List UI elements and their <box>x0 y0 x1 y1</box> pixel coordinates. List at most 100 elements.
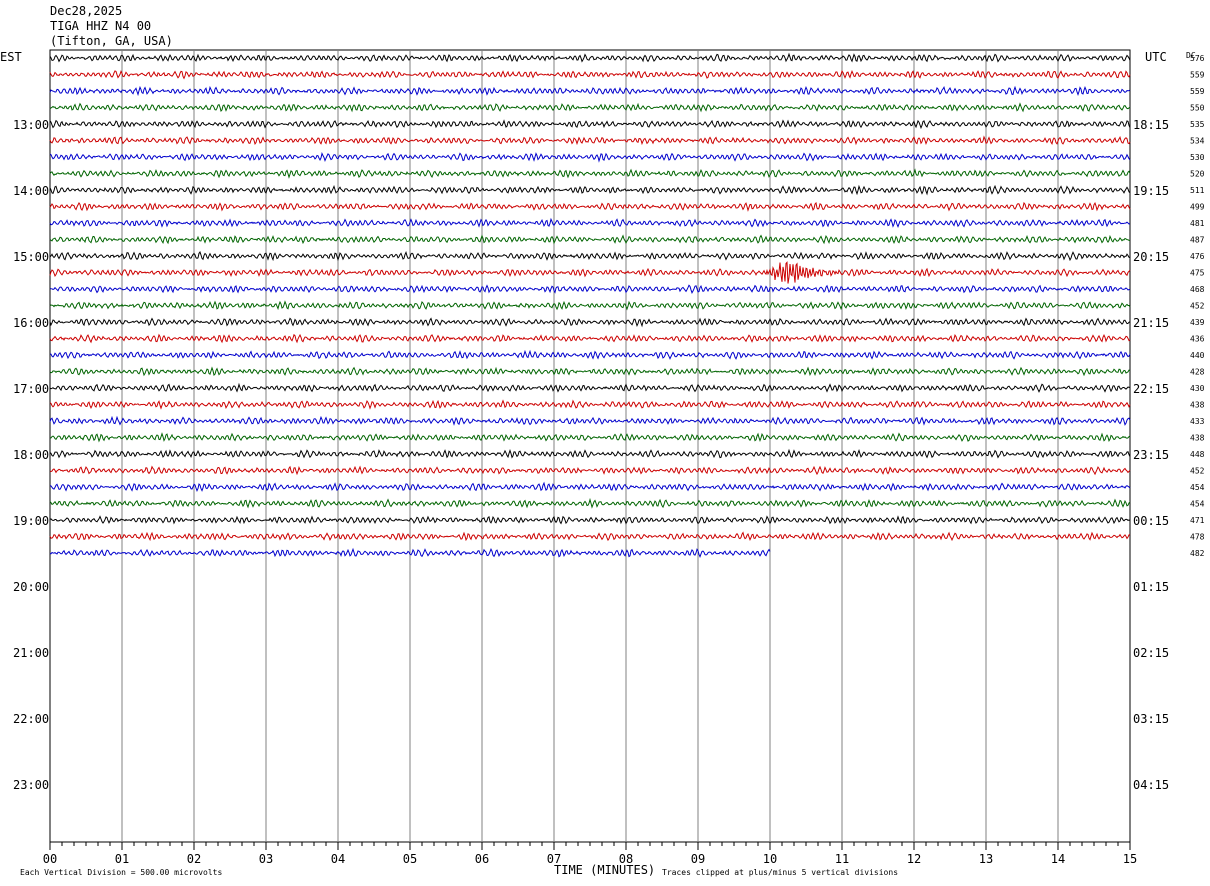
seismic-trace <box>49 151 1131 163</box>
right-hour-label: 21:15 <box>1133 316 1169 330</box>
header-date: Dec28,2025 <box>50 4 123 18</box>
x-tick-label: 10 <box>763 852 777 866</box>
header-location: (Tifton, GA, USA) <box>50 34 173 48</box>
dc-offset-label: 482 <box>1190 549 1205 558</box>
x-tick-label: 08 <box>619 852 633 866</box>
dc-offset-label: 481 <box>1190 219 1205 228</box>
seismic-trace <box>49 217 1131 228</box>
dc-offset-label: 433 <box>1190 417 1205 426</box>
left-hour-label: 22:00 <box>13 712 49 726</box>
left-hour-label: 15:00 <box>13 250 49 264</box>
seismic-trace <box>49 284 1131 295</box>
x-tick-label: 03 <box>259 852 273 866</box>
dc-offset-label: 478 <box>1190 533 1205 542</box>
dc-offset-label: 440 <box>1190 351 1205 360</box>
dc-offset-label: 468 <box>1190 285 1205 294</box>
seismic-trace <box>49 448 1131 459</box>
seismic-trace <box>49 250 1131 262</box>
dc-offset-label: 520 <box>1190 170 1205 179</box>
x-tick-label: 06 <box>475 852 489 866</box>
dc-offset-label: 430 <box>1190 384 1205 393</box>
dc-offset-label: 471 <box>1190 516 1205 525</box>
dc-offset-label: 499 <box>1190 203 1205 212</box>
left-hour-label: 17:00 <box>13 382 49 396</box>
dc-offset-label: 576 <box>1190 54 1205 63</box>
x-tick-label: 02 <box>187 852 201 866</box>
seismic-trace <box>49 382 1131 393</box>
seismic-trace <box>49 547 771 559</box>
x-tick-label: 11 <box>835 852 849 866</box>
x-tick-label: 01 <box>115 852 129 866</box>
left-hour-label: 16:00 <box>13 316 49 330</box>
dc-offset-label: 550 <box>1190 104 1205 113</box>
right-hour-label: 22:15 <box>1133 382 1169 396</box>
dc-offset-label: 534 <box>1190 137 1205 146</box>
dc-offset-label: 452 <box>1190 467 1205 476</box>
left-hour-label: 21:00 <box>13 646 49 660</box>
left-hour-label: 13:00 <box>13 118 49 132</box>
x-axis-label: TIME (MINUTES) <box>554 863 655 877</box>
dc-offset-label: 475 <box>1190 269 1205 278</box>
x-tick-label: 14 <box>1051 852 1065 866</box>
right-hour-label: 04:15 <box>1133 778 1169 792</box>
left-hour-label: 20:00 <box>13 580 49 594</box>
seismic-trace <box>49 85 1131 97</box>
dc-offset-label: 559 <box>1190 87 1205 96</box>
dc-offset-label: 439 <box>1190 318 1205 327</box>
right-hour-label: 23:15 <box>1133 448 1169 462</box>
seismic-trace <box>49 531 1131 542</box>
dc-offset-label: 559 <box>1190 71 1205 80</box>
dc-offset-label: 476 <box>1190 252 1205 261</box>
seismic-trace <box>49 515 1131 525</box>
dc-offset-label: 448 <box>1190 450 1205 459</box>
seismic-trace <box>49 300 1131 311</box>
x-tick-label: 09 <box>691 852 705 866</box>
dc-offset-label: 487 <box>1190 236 1205 245</box>
right-zone-label: UTC <box>1145 50 1167 64</box>
seismic-trace <box>49 184 1131 196</box>
trace-layer <box>49 52 1131 559</box>
seismic-trace <box>49 135 1131 146</box>
seismic-trace <box>49 201 1131 212</box>
seismic-trace <box>49 234 1130 245</box>
seismic-trace <box>49 102 1131 113</box>
seismic-trace <box>49 349 1131 360</box>
x-tick-label: 13 <box>979 852 993 866</box>
header-station: TIGA HHZ N4 00 <box>50 19 152 33</box>
clip-note: Traces clipped at plus/minus 5 vertical … <box>662 868 898 877</box>
left-hour-label: 23:00 <box>13 778 49 792</box>
seismic-trace <box>49 432 1131 443</box>
left-hour-label: 14:00 <box>13 184 49 198</box>
x-tick-label: 12 <box>907 852 921 866</box>
x-tick-label: 04 <box>331 852 345 866</box>
seismic-trace <box>49 399 1131 410</box>
dc-offset-label: 530 <box>1190 153 1205 162</box>
x-tick-label: 07 <box>547 852 561 866</box>
dc-offset-label: 454 <box>1190 500 1205 509</box>
right-hour-label: 18:15 <box>1133 118 1169 132</box>
dc-offset-label: 535 <box>1190 120 1205 129</box>
dc-header-label: DC <box>1186 51 1196 60</box>
dc-offset-label: 438 <box>1190 434 1205 443</box>
seismic-trace <box>49 52 1131 63</box>
scale-note: Each Vertical Division = 500.00 microvol… <box>20 868 222 877</box>
x-tick-label: 00 <box>43 852 57 866</box>
left-hour-label: 18:00 <box>13 448 49 462</box>
seismic-trace <box>49 415 1131 426</box>
seismic-trace <box>49 261 1131 284</box>
left-hour-label: 19:00 <box>13 514 49 528</box>
plot-frame <box>49 49 1131 843</box>
dc-offset-label: 511 <box>1190 186 1205 195</box>
dc-offset-label: 428 <box>1190 368 1205 377</box>
dc-offset-label: 438 <box>1190 401 1205 410</box>
seismic-trace <box>49 317 1131 328</box>
dc-offset-label: 452 <box>1190 302 1205 311</box>
grid-layer <box>49 49 1131 850</box>
dc-offset-label: 436 <box>1190 335 1205 344</box>
seismic-trace <box>49 481 1131 493</box>
seismic-trace <box>49 366 1131 377</box>
seismic-trace <box>49 168 1131 179</box>
right-hour-label: 01:15 <box>1133 580 1169 594</box>
x-tick-label: 05 <box>403 852 417 866</box>
